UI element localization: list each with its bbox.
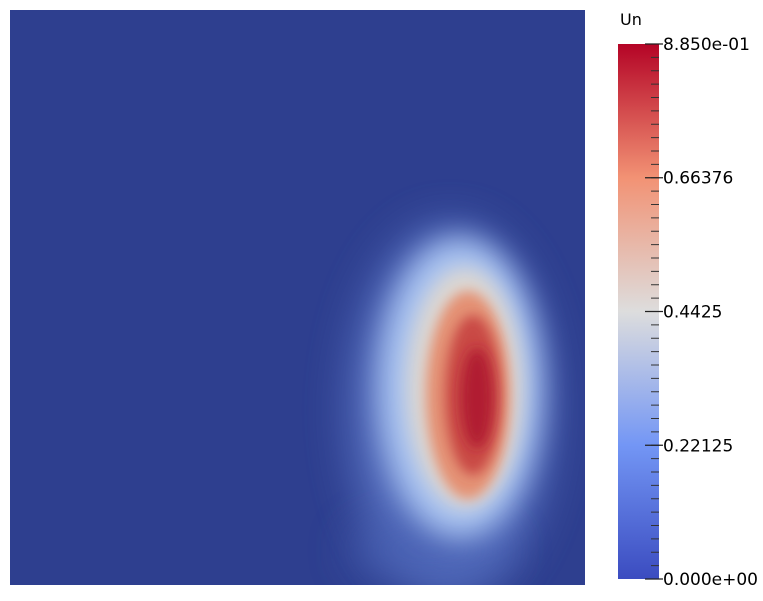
colorbar-tick-label: 0.22125 (663, 436, 733, 456)
colorbar-tick-label: 0.66376 (663, 169, 733, 189)
colorbar-max-label: 8.850e-01 (663, 35, 750, 55)
hotspot-region (350, 225, 550, 585)
scalar-field-plot (10, 10, 585, 585)
colorbar-min-label: 0.000e+00 (663, 570, 758, 590)
colorbar-tick-label: 0.4425 (663, 303, 722, 323)
colorbar: Un 8.850e-01 0.66376 0.4425 0.22125 0.000e+0… (618, 10, 758, 590)
colorbar-title: Un (620, 10, 642, 29)
hotspot-core (461, 348, 493, 448)
colorbar-major-ticks: 8.850e-01 0.66376 0.4425 0.22125 0.000e+00 (645, 35, 758, 590)
